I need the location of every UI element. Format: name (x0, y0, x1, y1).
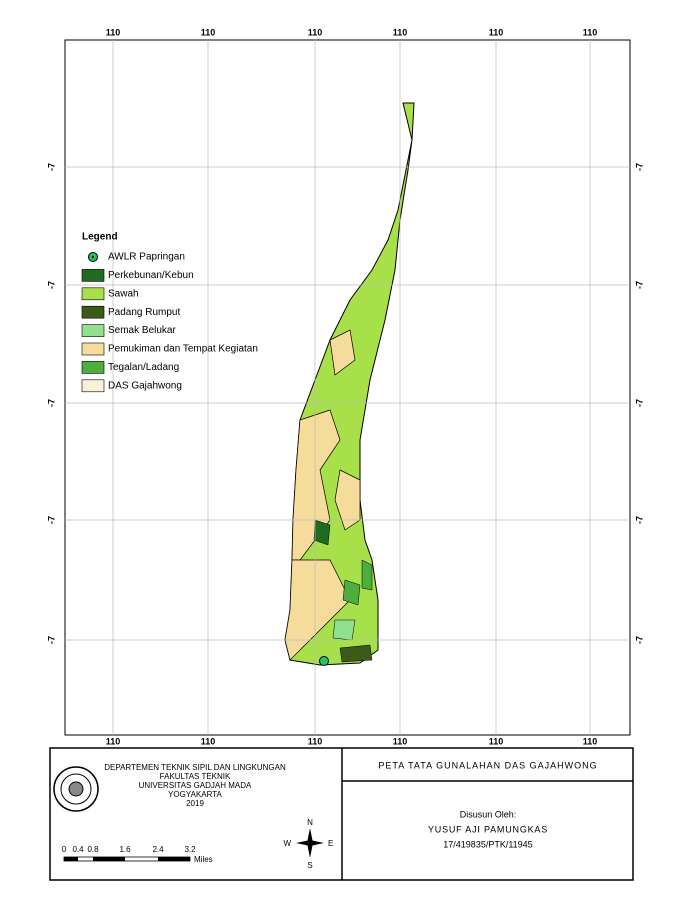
scale-label: 0.8 (87, 845, 99, 854)
legend: Legend AWLR Papringan Perkebunan/Kebun Sawa… (81, 232, 258, 393)
university-seal (53, 766, 99, 812)
legend-label: Semak Belukar (108, 325, 176, 336)
compass-label: W (283, 839, 291, 848)
bottom-tick-label: 110 (308, 736, 323, 746)
institution-line: YOGYAKARTA (168, 790, 222, 799)
scale-unit: Miles (194, 855, 213, 864)
top-tick-label: 110 (201, 27, 216, 37)
plantation-area (313, 519, 331, 546)
institution-line: 2019 (186, 799, 204, 808)
institution-line: UNIVERSITAS GADJAH MADA (139, 781, 252, 790)
settlement-area (334, 469, 361, 531)
legend-swatch (81, 324, 105, 337)
grass-area (339, 644, 373, 663)
bottom-tick-label: 110 (583, 736, 598, 746)
compass-label: S (307, 861, 312, 870)
title-block-text: DEPARTEMEN TEKNIK SIPIL DAN LINGKUNGANFA… (62, 760, 597, 870)
map-title: PETA TATA GUNALAHAN DAS GAJAHWONG (378, 760, 597, 770)
legend-label: Perkebunan/Kebun (108, 270, 194, 281)
bottom-tick-label: 110 (393, 736, 408, 746)
legend-swatch (81, 379, 105, 393)
legend-label: Padang Rumput (108, 307, 180, 318)
right-tick-label: -7 (634, 636, 644, 644)
scale-label: 0 (62, 845, 67, 854)
legend-swatch (81, 305, 105, 319)
legend-symbol (91, 255, 95, 259)
scale-label: 0.4 (72, 845, 84, 854)
field-area (342, 579, 361, 606)
scale-label: 1.6 (119, 845, 131, 854)
left-tick-label: -7 (46, 516, 56, 524)
legend-swatch (81, 342, 105, 356)
scale-bar-segment (93, 857, 125, 861)
institution-line: DEPARTEMEN TEKNIK SIPIL DAN LINGKUNGAN (104, 763, 286, 772)
legend-title: Legend (82, 232, 118, 243)
legend-label: Tegalan/Ladang (108, 362, 179, 373)
left-tick-label: -7 (46, 636, 56, 644)
legend-swatch (81, 269, 105, 282)
student-id: 17/419835/PTK/11945 (443, 839, 532, 849)
legend-label: Pemukiman dan Tempat Kegiatan (108, 344, 258, 355)
left-tick-label: -7 (46, 399, 56, 407)
scale-label: 2.4 (152, 845, 164, 854)
left-tick-label: -7 (46, 163, 56, 171)
legend-label: AWLR Papringan (108, 252, 185, 263)
north-arrow (296, 828, 324, 858)
field-area (361, 559, 373, 591)
scale-bar-segment (64, 857, 78, 861)
right-tick-label: -7 (634, 163, 644, 171)
compass-label: E (328, 839, 333, 848)
settlement-area (329, 329, 356, 376)
compass-label: N (307, 818, 313, 827)
bottom-tick-label: 110 (106, 736, 121, 746)
settlement-area (284, 559, 351, 661)
scale-bar-segment (158, 857, 190, 861)
scale-label: 3.2 (184, 845, 196, 854)
top-tick-label: 110 (489, 27, 504, 37)
top-tick-label: 110 (308, 27, 323, 37)
bottom-tick-label: 110 (201, 736, 216, 746)
top-tick-label: 110 (393, 27, 408, 37)
awlr-station (319, 656, 329, 666)
shrub-area (332, 619, 356, 641)
institution-line: FAKULTAS TEKNIK (160, 772, 231, 781)
author-heading: Disusun Oleh: (460, 809, 517, 819)
author-name: YUSUF AJI PAMUNGKAS (428, 824, 548, 834)
bottom-tick-label: 110 (489, 736, 504, 746)
watershed (284, 102, 415, 666)
right-tick-label: -7 (634, 399, 644, 407)
legend-swatch (81, 361, 105, 374)
legend-label: Sawah (108, 288, 139, 299)
right-tick-label: -7 (634, 516, 644, 524)
legend-label: DAS Gajahwong (108, 380, 182, 391)
top-tick-label: 110 (583, 27, 598, 37)
top-tick-label: 110 (106, 27, 121, 37)
legend-swatch (81, 287, 105, 301)
right-tick-label: -7 (634, 281, 644, 289)
left-tick-label: -7 (46, 281, 56, 289)
graticule: 110 110 110 110 110 110 110 110 110 110 110 110 -7 -7… (46, 27, 644, 746)
